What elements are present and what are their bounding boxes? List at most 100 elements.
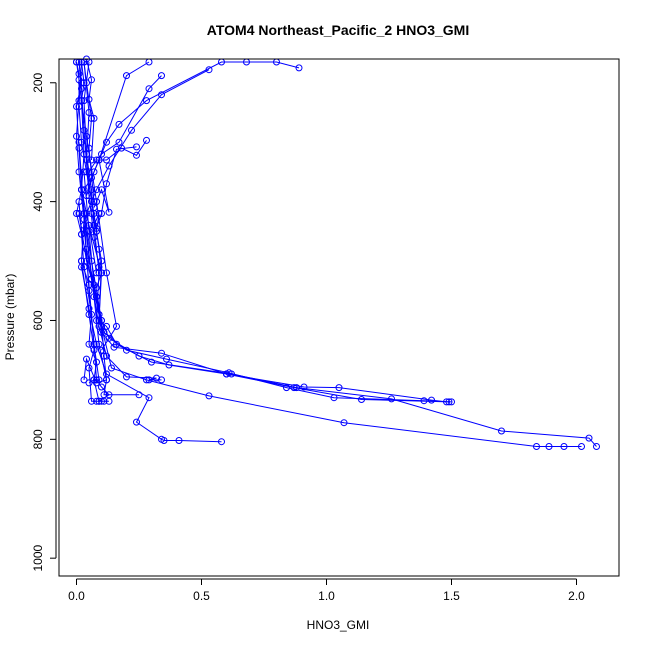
series-25 [83,72,165,200]
data-point [88,198,95,206]
x-axis-label: HNO3_GMI [307,618,370,632]
data-point [98,317,105,324]
data-point [158,376,165,384]
data-point [95,156,103,164]
data-point [90,204,98,212]
data-point [95,397,103,405]
data-point [93,269,100,277]
plot-frame [58,58,620,577]
data-point [218,438,225,446]
series-line [75,61,90,285]
data-point [498,427,505,435]
data-point [158,349,165,357]
data-point [93,397,100,405]
data-point [95,340,103,348]
y-tick-label: 200 [31,72,45,92]
data-point [205,392,213,400]
data-point [103,376,110,384]
data-point [98,346,105,354]
data-point [93,317,100,324]
data-point [335,384,343,392]
data-point [133,143,140,151]
data-point [560,443,568,450]
series-line [86,75,162,196]
data-point [95,317,103,324]
data-point [80,150,88,158]
data-point [90,168,98,176]
data-point [83,192,90,200]
data-point [85,379,93,387]
series-2 [80,168,455,406]
data-point [290,384,298,392]
data-point [85,168,93,176]
data-point [123,373,130,381]
plot-area [73,55,600,450]
x-tick-label: 2.0 [568,589,585,603]
data-point [78,230,85,238]
data-point [105,208,113,216]
data-point [80,186,88,194]
series-line [81,266,222,443]
data-point [175,437,183,444]
data-point [123,72,130,80]
y-tick-label: 400 [31,191,45,211]
series-5 [83,245,585,450]
data-point [75,70,83,78]
x-axis: 0.0 0.5 1.0 1.5 2.0 [68,578,585,603]
data-point [73,210,80,217]
data-point [100,397,108,405]
data-point [80,376,88,384]
data-point [205,66,213,74]
data-point [95,210,103,217]
series-29 [83,55,98,164]
data-point [128,126,135,134]
data-point [163,355,170,363]
series-line [75,61,83,235]
data-point [578,443,585,450]
data-point [75,144,83,152]
data-point [103,156,110,164]
series-line [86,249,582,447]
chart-title: ATOM4 Northeast_Pacific_2 HNO3_GMI [207,22,469,38]
data-point [103,269,110,277]
data-point [90,376,98,384]
data-point [90,293,98,301]
data-point [133,151,140,159]
series-4 [78,230,453,406]
data-point [593,443,600,450]
data-point [283,384,290,392]
data-point [135,352,143,360]
series-line [96,146,137,229]
data-point [135,391,143,399]
data-point [85,340,93,348]
series-30 [88,210,103,235]
data-point [160,437,168,444]
data-point [133,418,140,426]
series-10 [80,227,110,387]
data-point [145,376,153,384]
data-point [83,210,90,217]
data-point [165,361,173,369]
data-point [85,95,93,103]
data-point [158,72,165,80]
data-point [158,91,165,99]
data-point [223,370,230,378]
series-line [86,58,95,161]
series-line [81,234,450,403]
data-point [88,210,95,217]
data-point [80,215,88,223]
data-point [75,97,83,105]
data-point [545,443,553,450]
data-point [98,186,105,194]
data-point [93,227,100,235]
data-point [585,434,593,442]
data-point [300,383,308,391]
series-line [88,225,597,447]
y-tick-label: 1000 [31,545,45,572]
data-point [88,397,95,405]
data-point [90,114,98,122]
data-point [83,355,90,363]
y-axis: 200 400 600 800 1000 [31,72,57,572]
y-axis-label: Pressure (mbar) [3,274,17,361]
data-point [73,132,80,140]
